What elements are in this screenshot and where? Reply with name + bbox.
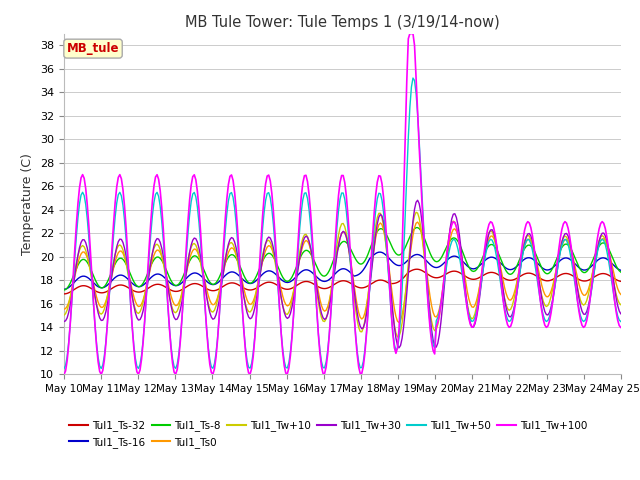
- Line: Tul1_Tw+30: Tul1_Tw+30: [64, 200, 621, 348]
- Tul1_Tw+100: [226, 173, 234, 179]
- Tul1_Ts-16: [244, 280, 252, 286]
- Legend: Tul1_Ts-32, Tul1_Ts-16, Tul1_Ts-8, Tul1_Ts0, Tul1_Tw+10, Tul1_Tw+30, Tul1_Tw+50,: Tul1_Ts-32, Tul1_Ts-16, Tul1_Ts-8, Tul1_…: [69, 420, 588, 447]
- Tul1_Tw+50: [226, 191, 234, 197]
- Tul1_Ts0: [303, 239, 311, 244]
- Tul1_Tw+10: [394, 334, 401, 340]
- Y-axis label: Temperature (C): Temperature (C): [22, 153, 35, 255]
- Tul1_Tw+30: [395, 345, 403, 351]
- Tul1_Ts-8: [617, 269, 625, 275]
- Tul1_Ts-16: [129, 280, 136, 286]
- Tul1_Ts-8: [303, 248, 311, 253]
- Tul1_Ts-16: [376, 249, 384, 255]
- Tul1_Tw+100: [303, 179, 311, 184]
- Tul1_Tw+10: [412, 209, 420, 215]
- Text: MB_tule: MB_tule: [67, 42, 119, 55]
- Line: Tul1_Tw+10: Tul1_Tw+10: [64, 212, 621, 337]
- Tul1_Ts-16: [617, 267, 625, 273]
- Tul1_Tw+10: [303, 234, 311, 240]
- Tul1_Ts0: [254, 281, 262, 287]
- Tul1_Tw+100: [254, 288, 262, 294]
- Tul1_Ts-32: [412, 266, 420, 272]
- Tul1_Tw+50: [60, 366, 68, 372]
- Tul1_Tw+30: [617, 311, 625, 317]
- Tul1_Tw+30: [589, 276, 596, 282]
- Tul1_Ts0: [226, 246, 234, 252]
- Tul1_Ts-32: [588, 276, 595, 282]
- Line: Tul1_Tw+100: Tul1_Tw+100: [64, 34, 621, 374]
- Tul1_Tw+30: [303, 234, 311, 240]
- Tul1_Ts-32: [303, 279, 311, 285]
- Tul1_Ts-16: [588, 264, 595, 269]
- Tul1_Tw+10: [617, 302, 625, 308]
- Tul1_Tw+30: [129, 293, 136, 299]
- Tul1_Tw+10: [226, 240, 234, 246]
- Tul1_Ts-8: [60, 287, 68, 293]
- Tul1_Tw+50: [254, 292, 262, 298]
- Tul1_Ts-32: [254, 284, 262, 290]
- Tul1_Tw+10: [254, 280, 262, 286]
- Tul1_Ts0: [414, 219, 422, 225]
- Tul1_Ts-16: [226, 269, 234, 275]
- Tul1_Tw+30: [254, 287, 262, 293]
- Title: MB Tule Tower: Tule Temps 1 (3/19/14-now): MB Tule Tower: Tule Temps 1 (3/19/14-now…: [185, 15, 500, 30]
- Tul1_Ts-8: [244, 280, 252, 286]
- Line: Tul1_Ts-8: Tul1_Ts-8: [64, 228, 621, 290]
- Tul1_Tw+100: [588, 286, 595, 292]
- Tul1_Ts-32: [617, 278, 625, 284]
- Tul1_Ts-16: [254, 276, 262, 282]
- Tul1_Tw+30: [60, 319, 68, 324]
- Tul1_Ts0: [589, 268, 596, 274]
- Tul1_Ts-32: [60, 291, 68, 297]
- Tul1_Ts0: [244, 300, 252, 306]
- Tul1_Ts-16: [303, 267, 311, 273]
- Tul1_Tw+50: [244, 364, 252, 370]
- Tul1_Tw+10: [244, 309, 252, 314]
- Tul1_Ts-8: [254, 270, 262, 276]
- Tul1_Ts0: [395, 320, 403, 325]
- Line: Tul1_Ts-32: Tul1_Ts-32: [64, 269, 621, 294]
- Tul1_Ts-32: [129, 287, 136, 293]
- Line: Tul1_Ts-16: Tul1_Ts-16: [64, 252, 621, 289]
- Line: Tul1_Ts0: Tul1_Ts0: [64, 222, 621, 323]
- Tul1_Tw+100: [617, 324, 625, 330]
- Line: Tul1_Tw+50: Tul1_Tw+50: [64, 78, 621, 369]
- Tul1_Ts-16: [60, 287, 68, 292]
- Tul1_Tw+30: [414, 197, 422, 203]
- Tul1_Ts-32: [244, 287, 252, 293]
- Tul1_Tw+100: [406, 31, 413, 36]
- Tul1_Tw+10: [60, 312, 68, 318]
- Tul1_Tw+50: [588, 288, 595, 294]
- Tul1_Ts-8: [414, 225, 422, 230]
- Tul1_Ts-8: [226, 252, 234, 258]
- Tul1_Tw+50: [617, 319, 625, 324]
- Tul1_Tw+30: [226, 237, 234, 242]
- Tul1_Ts-32: [226, 280, 234, 286]
- Tul1_Ts-8: [588, 261, 595, 266]
- Tul1_Tw+100: [129, 324, 136, 330]
- Tul1_Tw+50: [303, 195, 311, 201]
- Tul1_Tw+100: [244, 370, 252, 376]
- Tul1_Tw+10: [589, 268, 596, 274]
- Tul1_Ts0: [60, 306, 68, 312]
- Tul1_Ts-8: [129, 276, 136, 281]
- Tul1_Ts0: [617, 291, 625, 297]
- Tul1_Tw+30: [244, 314, 252, 320]
- Tul1_Tw+100: [60, 372, 68, 377]
- Tul1_Tw+50: [129, 324, 136, 330]
- Tul1_Tw+10: [129, 294, 136, 300]
- Tul1_Ts0: [129, 288, 136, 293]
- Tul1_Tw+50: [409, 75, 417, 81]
